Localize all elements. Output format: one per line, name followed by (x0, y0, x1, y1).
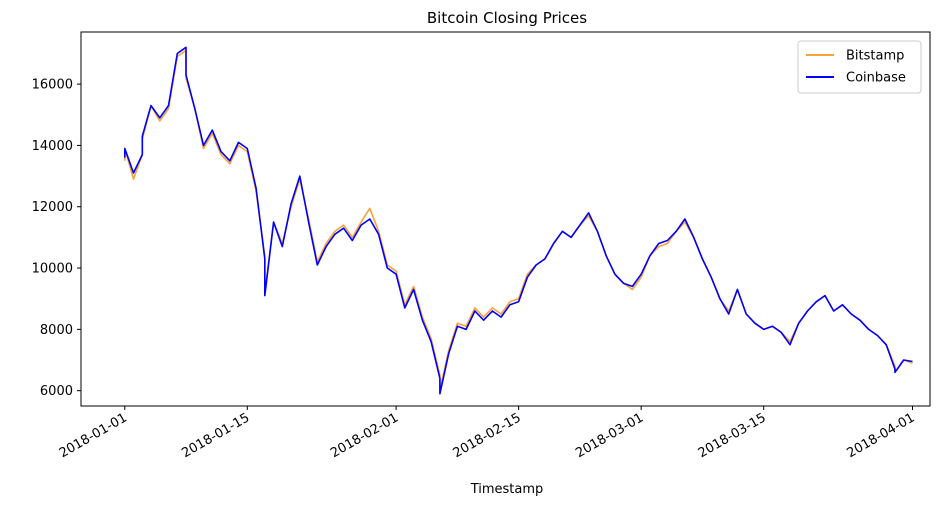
legend-label-bitstamp: Bitstamp (846, 49, 904, 64)
y-tick-label: 8000 (40, 323, 73, 338)
y-tick-label: 12000 (32, 200, 73, 215)
y-tick-label: 16000 (32, 78, 73, 93)
y-tick-label: 6000 (40, 384, 73, 399)
legend: Bitstamp Coinbase (797, 40, 922, 94)
series-layer (124, 46, 913, 395)
series-line-coinbase (124, 46, 913, 395)
chart-title: Bitcoin Closing Prices (427, 9, 587, 27)
plot-area (80, 31, 931, 407)
y-tick-label: 14000 (32, 139, 73, 154)
x-axis-label: Timestamp (470, 482, 544, 497)
legend-label-coinbase: Coinbase (846, 71, 906, 86)
y-tick-label: 10000 (32, 262, 73, 277)
plot-frame (80, 31, 931, 407)
y-axis: 6000 8000 10000 12000 14000 16000 (32, 78, 81, 399)
